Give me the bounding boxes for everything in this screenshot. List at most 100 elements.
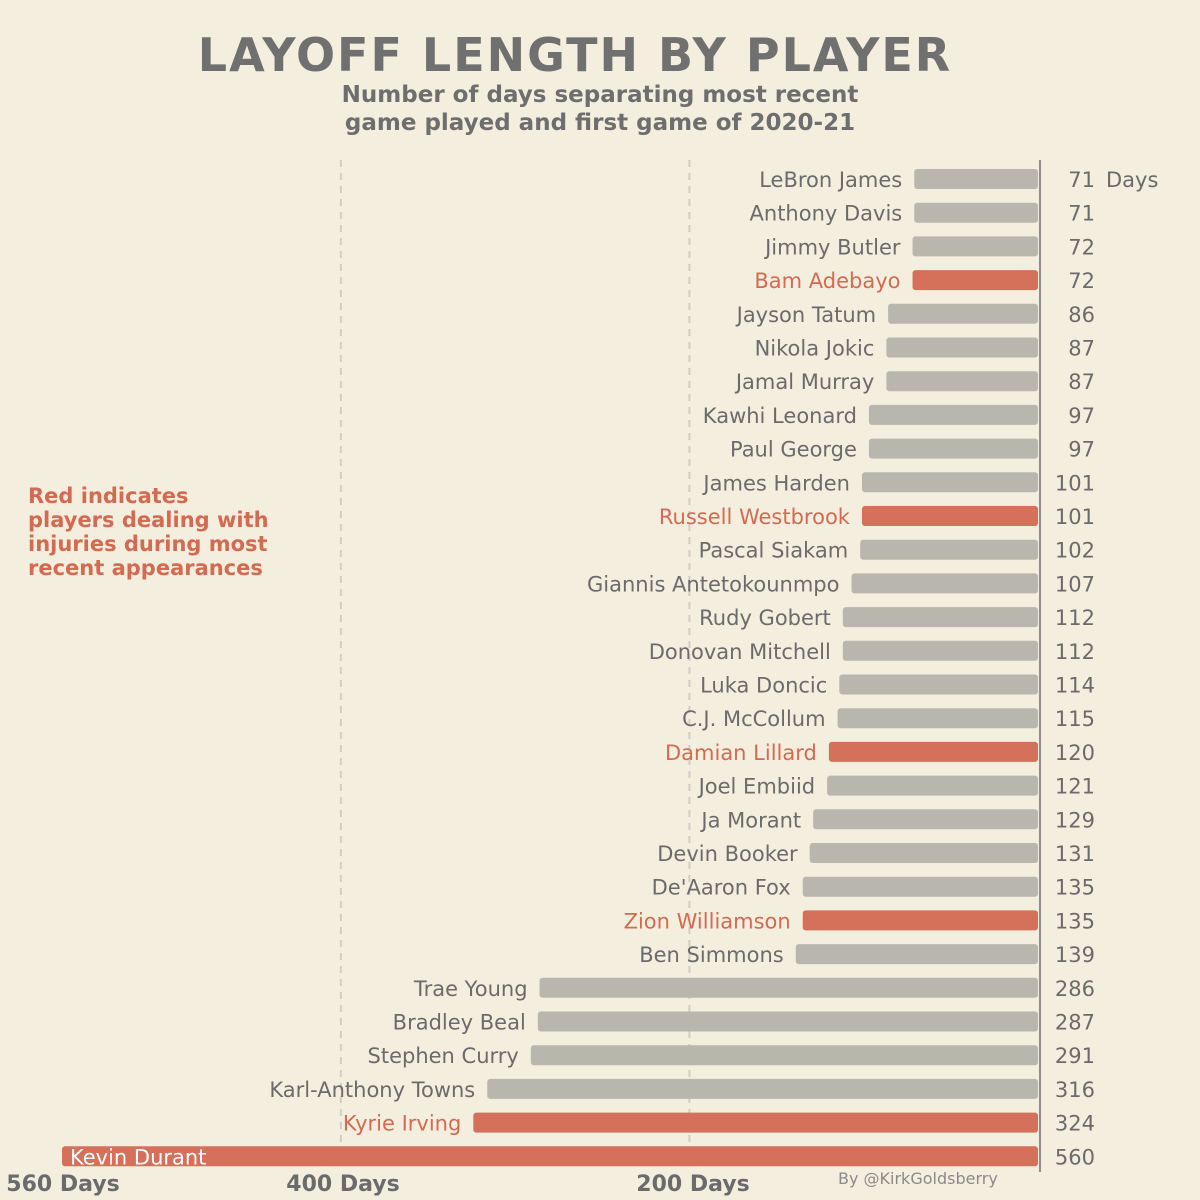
bar [886, 371, 1038, 392]
bar [473, 1112, 1038, 1133]
injury-note-line: recent appearances [28, 556, 263, 580]
bar [827, 775, 1038, 796]
bar-value-label: 286 [1055, 977, 1095, 1001]
bar [537, 1011, 1038, 1032]
x-tick-label: 560 Days [6, 1172, 119, 1197]
bar-value-label: 324 [1055, 1112, 1095, 1136]
bar [912, 236, 1038, 257]
bar-value-label: 101 [1055, 505, 1095, 529]
chart-credit: By @KirkGoldsberry [838, 1169, 998, 1188]
bar [802, 910, 1038, 931]
bar-value-label: 97 [1068, 438, 1095, 462]
bar-value-label: 101 [1055, 471, 1095, 495]
bar-label-name: Nikola Jokic [755, 337, 875, 361]
injury-note-line: Red indicates [28, 484, 189, 508]
bar-value-label: 72 [1068, 235, 1095, 259]
bar-label-name: Bradley Beal [393, 1011, 526, 1035]
bar-label-name: Damian Lillard [665, 741, 817, 765]
chart-subtitle-line-1: Number of days separating most recent [341, 82, 859, 108]
bar-value-label: 115 [1055, 707, 1095, 731]
bar-label-name: Kyrie Irving [343, 1112, 461, 1136]
bar [914, 202, 1038, 223]
chart-subtitle-line-2: game played and first game of 2020-21 [344, 110, 856, 136]
bar-value-label: 287 [1055, 1011, 1095, 1035]
bar [62, 1146, 1038, 1167]
bar-label-name: Trae Young [413, 977, 528, 1001]
bar-label-name: Anthony Davis [750, 202, 903, 226]
bar-label-name: Paul George [730, 438, 857, 462]
bar-label-name: Kawhi Leonard [703, 404, 857, 428]
bar [809, 843, 1038, 863]
bar-label-name: Pascal Siakam [699, 539, 849, 563]
bar [861, 472, 1038, 493]
bar [851, 573, 1038, 594]
bar-value-label: 87 [1068, 337, 1095, 361]
x-tick-label: 400 Days [286, 1172, 399, 1197]
bar-label-name: Russell Westbrook [659, 505, 851, 529]
bar-value-label: 135 [1055, 876, 1095, 900]
bar-value-label: 107 [1055, 572, 1095, 596]
bar [539, 977, 1038, 998]
bar [868, 438, 1038, 459]
value-unit-label: Days [1106, 168, 1158, 192]
bar [837, 708, 1038, 729]
bar [860, 539, 1038, 560]
bar-label-name: Ja Morant [699, 808, 801, 832]
bar-label-name: De'Aaron Fox [652, 876, 791, 900]
bar [813, 809, 1038, 830]
bar-value-label: 102 [1055, 539, 1095, 563]
bar [888, 303, 1038, 324]
bar-label-name: Zion Williamson [624, 909, 791, 933]
bar [828, 741, 1038, 762]
bar-value-label: 71 [1068, 168, 1095, 192]
bar [795, 944, 1038, 965]
injury-note-line: injuries during most [28, 532, 268, 556]
bar-label-name: Kevin Durant [70, 1145, 206, 1169]
bar-value-label: 87 [1068, 370, 1095, 394]
bar-label-name: LeBron James [759, 168, 902, 192]
bar [914, 169, 1038, 189]
bar-label-name: Joel Embiid [697, 775, 816, 799]
bar [802, 876, 1038, 897]
bar-value-label: 97 [1068, 404, 1095, 428]
bar-value-label: 316 [1055, 1078, 1095, 1102]
bar-value-label: 131 [1055, 842, 1095, 866]
bar-label-name: Jamal Murray [734, 370, 875, 394]
bar-value-label: 114 [1055, 674, 1095, 698]
bar-label-name: Luka Doncic [700, 674, 827, 698]
bar [868, 404, 1038, 425]
bar-label-name: Ben Simmons [639, 943, 784, 967]
bar-value-label: 86 [1068, 303, 1095, 327]
bar-label-name: C.J. McCollum [682, 707, 826, 731]
bar-value-label: 112 [1055, 606, 1095, 630]
bar [842, 640, 1038, 661]
bar-value-label: 135 [1055, 909, 1095, 933]
bar-value-label: 291 [1055, 1044, 1095, 1068]
bar-label-name: Jayson Tatum [735, 303, 876, 327]
bar-value-label: 71 [1068, 202, 1095, 226]
bar-value-label: 121 [1055, 775, 1095, 799]
bar-value-label: 139 [1055, 943, 1095, 967]
injury-note-line: players dealing with [28, 508, 269, 532]
bar [530, 1045, 1038, 1066]
bar [861, 506, 1038, 526]
injury-legend-note: Red indicates players dealing with injur… [28, 484, 328, 580]
bar-label-name: Jimmy Butler [763, 235, 901, 259]
bar-value-label: 112 [1055, 640, 1095, 664]
bar [912, 270, 1038, 291]
bar-value-label: 560 [1055, 1145, 1095, 1169]
bar-value-label: 129 [1055, 808, 1095, 832]
bar-label-name: Rudy Gobert [699, 606, 831, 630]
bar [839, 674, 1038, 695]
bar-label-name: James Harden [701, 471, 850, 495]
bar-label-name: Karl-Anthony Towns [269, 1078, 475, 1102]
chart-title: LAYOFF LENGTH BY PLAYER [197, 28, 953, 82]
bar [842, 607, 1038, 628]
bar-label-name: Giannis Antetokounmpo [587, 572, 839, 596]
bar [487, 1078, 1038, 1099]
bar-label-name: Donovan Mitchell [649, 640, 831, 664]
bar-value-label: 120 [1055, 741, 1095, 765]
x-tick-label: 200 Days [636, 1172, 749, 1197]
bar [886, 337, 1038, 358]
